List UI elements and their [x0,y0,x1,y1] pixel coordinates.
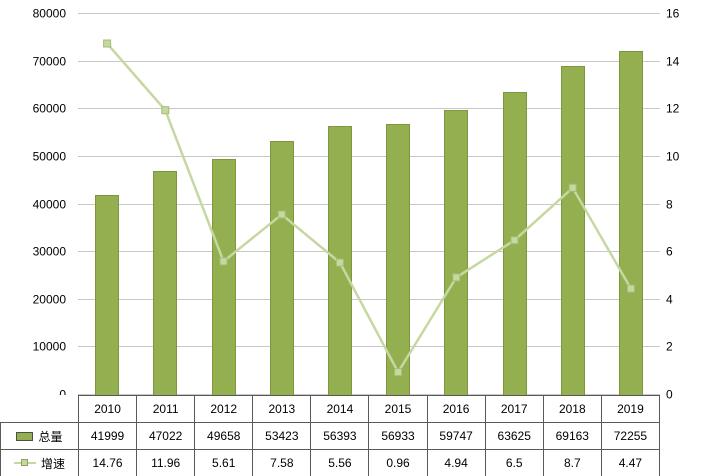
table-row: 2010 2011 2012 2013 2014 2015 2016 2017 2018 2019 [1,395,661,423]
bar-2012 [211,158,236,395]
legend-cell-growth: 增速 [0,449,79,476]
year-cell: 2019 [600,395,661,423]
data-table: 2010 2011 2012 2013 2014 2015 2016 2017 2018 2019… [0,395,661,476]
value-cell: 69163 [542,422,602,450]
axis-tick-label: 50000 [32,149,66,164]
year-cell: 2016 [426,395,486,423]
left-axis: 0 10000 20000 30000 40000 50000 60000 70000 8000… [0,7,72,401]
value-cell: 7.58 [252,449,312,476]
year-cell: 2013 [252,395,312,423]
value-cell: 5.61 [194,449,254,476]
line-legend-swatch-icon [13,458,36,468]
value-cell: 41999 [77,422,138,450]
value-cell: 49658 [194,422,254,450]
line-marker-2019 [626,284,635,293]
bar-2016 [444,110,469,395]
axis-tick-label: 30000 [32,244,66,259]
bar-2019 [618,50,643,395]
value-cell: 6.5 [484,449,544,476]
value-cell: 56933 [368,422,428,450]
bar-2015 [386,123,411,395]
value-cell: 4.94 [426,449,486,476]
year-cell: 2014 [310,395,370,423]
legend-cell-total: 总量 [0,422,79,450]
axis-tick-label: 0 [666,387,673,402]
axis-tick-label: 12 [666,101,680,116]
line-marker-2018 [568,183,577,192]
line-marker-2010 [103,39,112,48]
gridline [78,251,660,253]
x-axis-line [78,394,660,395]
right-axis: 0 2 4 6 8 10 12 14 16 [666,7,710,401]
axis-tick-label: 20000 [32,292,66,307]
axis-tick-label: 0 [59,388,66,402]
line-series-svg [103,39,635,377]
year-cell: 2012 [194,395,254,423]
gridline [78,346,660,348]
value-cell: 63625 [484,422,544,450]
year-cell: 2015 [368,395,428,423]
axis-tick-label: 60000 [32,101,66,116]
line-marker-2017 [510,236,519,245]
line-marker-2015 [394,368,403,377]
table-row: 增速 14.76 11.96 5.61 7.58 5.56 0.96 4.94 6.5 8.7 4.… [0,449,661,476]
gridline [78,60,660,62]
table-row: 总量 41999 47022 49658 53423 56393 56933 59747 636… [0,422,661,450]
value-cell: 59747 [426,422,486,450]
axis-tick-label: 70000 [32,54,66,69]
value-cell: 72255 [600,422,661,450]
year-cell: 2018 [542,395,602,423]
data-table-body: 2010 2011 2012 2013 2014 2015 2016 2017 2018 2019… [0,395,661,476]
bar-2010 [95,194,120,395]
value-cell: 14.76 [77,449,138,476]
value-cell: 0.96 [368,449,428,476]
axis-tick-label: 80000 [32,6,66,21]
bar-legend-swatch-icon [16,431,34,441]
growth-line [106,42,632,375]
line-marker-2016 [452,273,461,282]
axis-tick-label: 4 [666,292,673,307]
value-cell: 56393 [310,422,370,450]
value-cell: 5.56 [310,449,370,476]
year-cell: 2011 [136,395,196,423]
axis-tick-label: 16 [666,6,680,21]
legend-label: 总量 [38,429,63,444]
axis-tick-label: 8 [666,197,673,211]
axis-tick-label: 10 [666,149,680,164]
line-marker-2014 [335,258,344,267]
bar-2011 [153,171,178,395]
line-marker-2012 [219,257,228,266]
axis-tick-label: 2 [666,339,673,354]
axis-tick-label: 6 [666,244,673,259]
value-cell: 47022 [136,422,196,450]
value-cell: 4.47 [600,449,661,476]
value-cell: 53423 [252,422,312,450]
table-corner-blank [1,396,79,423]
axis-tick-label: 10000 [32,339,66,354]
bar-2018 [560,65,585,395]
bar-series [78,14,660,395]
line-marker-2011 [161,106,170,115]
bar-2013 [269,140,294,395]
year-cell: 2010 [77,395,138,423]
line-marker-2013 [277,210,286,219]
gridline [78,203,660,205]
gridline [78,155,660,157]
gridline [78,108,660,110]
gridline [78,13,660,14]
value-cell: 11.96 [136,449,196,476]
year-cell: 2017 [484,395,544,423]
axis-tick-label: 14 [666,54,680,69]
axis-tick-label: 40000 [32,197,66,211]
gridlines [78,13,660,395]
value-cell: 8.7 [542,449,602,476]
legend-label: 增速 [40,456,65,471]
gridline [78,298,660,300]
plot-area [78,13,660,395]
